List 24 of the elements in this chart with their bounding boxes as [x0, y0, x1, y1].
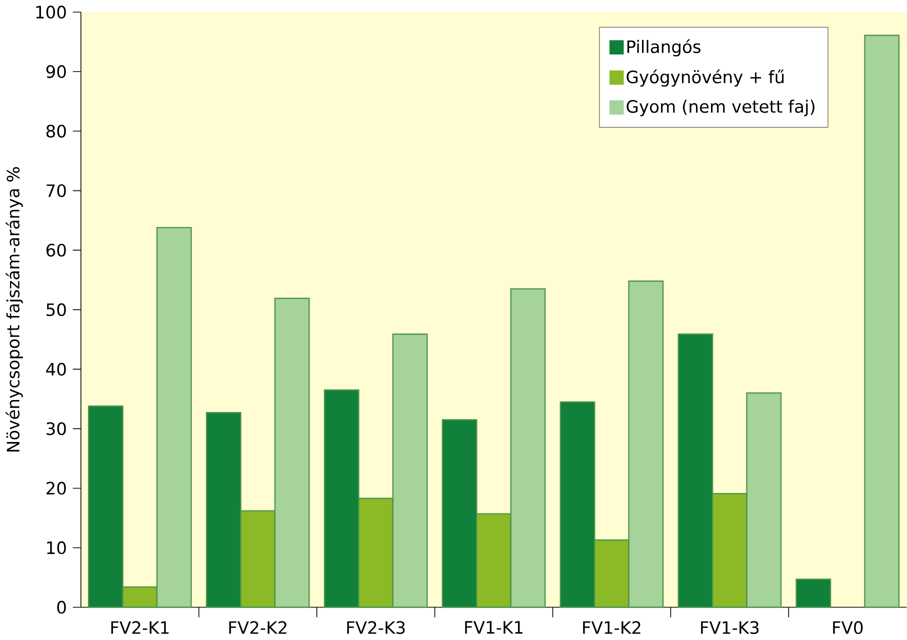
y-tick-label: 90 — [46, 65, 66, 78]
y-tick-label: 100 — [36, 6, 66, 19]
y-tick-label: 80 — [46, 124, 66, 138]
x-tick-label: FV2-K3 — [347, 621, 405, 634]
x-tick-label: FV1-K1 — [465, 621, 522, 634]
legend-label: Pillangós — [627, 39, 700, 57]
bar — [796, 578, 832, 608]
x-tick-label: FV1-K3 — [701, 621, 759, 634]
y-tick-label: 20 — [46, 482, 66, 495]
x-tick-label: FV1-K2 — [583, 621, 640, 634]
y-tick-label: 50 — [46, 303, 66, 316]
y-tick-label: 70 — [46, 184, 66, 198]
x-tick-label: FV2-K1 — [111, 621, 169, 634]
y-tick-label: 60 — [46, 244, 66, 257]
x-tick-label: FV0 — [833, 621, 863, 634]
y-tick-label: 30 — [46, 422, 66, 436]
y-tick-label: 0 — [57, 600, 66, 614]
y-tick-label: 10 — [47, 541, 66, 554]
x-tick-label: FV2-K2 — [229, 621, 286, 634]
y-axis-title: Növénycsoport fajszám-aránya % — [6, 167, 23, 452]
y-tick-label: 40 — [46, 362, 66, 376]
legend-label: Gyom (nem vetett faj) — [626, 100, 814, 116]
bar — [864, 34, 900, 608]
legend-label: Gyógynövény + fű — [626, 70, 784, 87]
